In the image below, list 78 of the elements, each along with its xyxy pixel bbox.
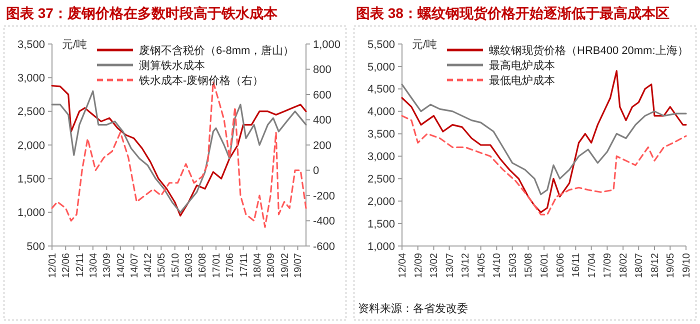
legend-label: 测算铁水成本 — [139, 58, 205, 72]
x-tick-label: 13/09 — [102, 252, 114, 278]
x-tick-label: 19/05 — [666, 252, 677, 278]
y2-tick-label: 1,000 — [313, 38, 341, 51]
y-tick-label: 1,000 — [17, 207, 45, 220]
y-tick-label: 2,000 — [367, 196, 395, 208]
line-series — [401, 84, 687, 196]
y2-tick-label: 800 — [313, 64, 332, 76]
x-tick-label: 16/11 — [571, 252, 582, 278]
x-tick-label: 14/10 — [492, 252, 504, 278]
text: 资料来源：各省发改委 — [358, 302, 468, 315]
x-tick-label: 16/06 — [555, 252, 566, 278]
chart-title: 图表 37：废钢价格在多数时段高于铁水成本 — [6, 5, 278, 21]
legend-label: 最低电炉成本 — [489, 74, 555, 87]
y-tick-label: 1,500 — [17, 174, 45, 186]
x-tick-label: 16/03 — [184, 252, 196, 278]
legend-label: 最高电炉成本 — [489, 58, 555, 72]
x-tick-label: 14/12 — [143, 252, 154, 278]
x-tick-label: 12/04 — [398, 252, 408, 278]
y-tick-label: 2,000 — [17, 140, 45, 152]
x-tick-label: 18/12 — [650, 252, 661, 278]
y-axis-title: 元/吨 — [412, 38, 438, 51]
x-tick-label: 18/09 — [266, 252, 278, 278]
x-tick-label: 19/07 — [293, 252, 304, 278]
legend-label: 废钢不含税价（6-8mm，唐山） — [139, 44, 294, 57]
line-series — [401, 115, 687, 216]
x-tick-label: 18/07 — [634, 252, 646, 278]
x-tick-label: 19/10 — [682, 252, 692, 278]
x-tick-label: 18/02 — [618, 252, 630, 278]
y2-tick-label: 600 — [313, 89, 332, 102]
x-tick-label: 18/04 — [252, 252, 264, 278]
y2-tick-label: -200 — [313, 190, 336, 202]
x-tick-label: 19/02 — [280, 252, 291, 278]
x-tick-label: 17/06 — [225, 252, 236, 278]
x-tick-label: 14/05 — [476, 252, 488, 278]
x-tick-label: 13/07 — [444, 252, 456, 278]
y-tick-label: 1,000 — [367, 240, 395, 253]
x-tick-label: 13/02 — [429, 252, 440, 278]
x-tick-label: 13/04 — [88, 252, 100, 278]
x-tick-label: 17/04 — [586, 252, 598, 278]
y2-tick-label: 0 — [313, 165, 320, 178]
y-tick-label: 5,500 — [367, 38, 395, 51]
y-tick-label: 1,500 — [367, 218, 395, 230]
y-axis-title: 元/吨 — [62, 38, 88, 51]
x-tick-label: 15/03 — [508, 252, 519, 278]
x-tick-label: 15/08 — [524, 252, 535, 278]
x-tick-label: 12/01 — [48, 252, 58, 278]
y-tick-label: 3,500 — [367, 128, 395, 141]
x-tick-label: 15/05 — [156, 252, 168, 278]
legend-label: 铁水成本-废钢价格（右） — [138, 74, 264, 87]
y-tick-label: 2,500 — [367, 174, 395, 186]
x-tick-label: 15/10 — [170, 252, 182, 278]
y-tick-label: 5,000 — [367, 61, 395, 74]
y-tick-label: 3,500 — [17, 38, 45, 51]
y-tick-label: 3,000 — [17, 72, 45, 85]
y2-tick-label: 200 — [313, 140, 332, 152]
x-tick-label: 13/12 — [460, 252, 472, 278]
y-tick-label: 4,000 — [367, 106, 395, 118]
chart-title: 图表 38：螺纹钢现货价格开始逐渐低于最高成本区 — [356, 5, 670, 21]
x-tick-label: 16/01 — [540, 252, 551, 278]
y2-tick-label: -600 — [313, 240, 336, 253]
y-tick-label: 3,000 — [367, 151, 395, 164]
x-tick-label: 14/02 — [116, 252, 127, 278]
y2-tick-label: -400 — [313, 216, 336, 228]
x-tick-label: 17/09 — [602, 252, 614, 278]
x-tick-label: 17/11 — [238, 252, 250, 278]
x-tick-label: 16/08 — [198, 252, 209, 278]
y-tick-label: 2,500 — [17, 106, 45, 118]
y-tick-label: 500 — [26, 240, 45, 253]
y-tick-label: 4,500 — [367, 84, 395, 96]
x-tick-label: 12/06 — [61, 252, 72, 278]
x-tick-label: 17/01 — [211, 252, 222, 278]
line-series — [401, 70, 687, 214]
x-tick-label: 12/11 — [74, 252, 86, 278]
x-tick-label: 14/07 — [129, 252, 140, 278]
y2-tick-label: 400 — [313, 114, 332, 127]
legend-label: 螺纹钢现货价格（HRB400 20mm:上海） — [489, 44, 688, 57]
x-tick-label: 12/09 — [413, 252, 424, 278]
